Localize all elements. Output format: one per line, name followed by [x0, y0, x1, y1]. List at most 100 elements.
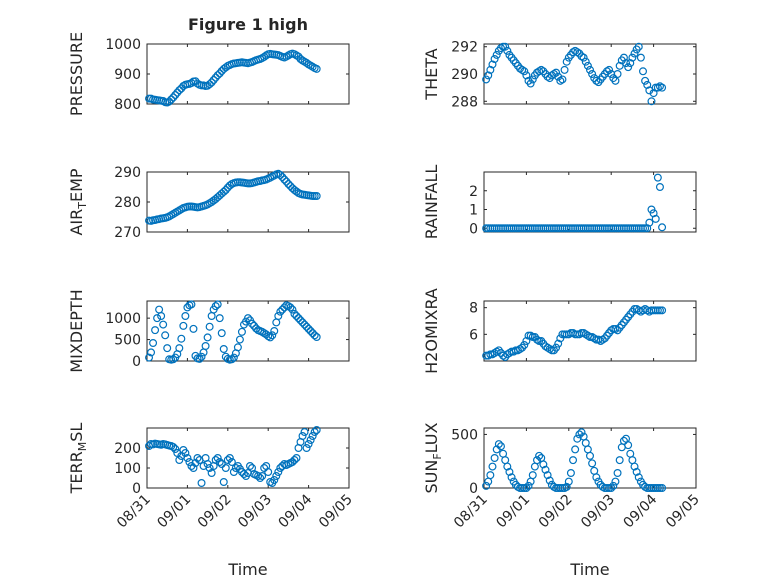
data-point	[215, 314, 224, 323]
data-series-mixdepth	[145, 300, 321, 364]
axes-frame	[146, 171, 350, 233]
data-point	[300, 428, 309, 437]
data-point	[181, 312, 190, 321]
y-tick-label: 1000	[105, 311, 141, 327]
subplot-pressure: 800 900 1000 PRESSURE Figure 1 high	[67, 15, 350, 116]
data-point	[260, 464, 269, 473]
data-point	[611, 477, 620, 486]
y-tick-label: 900	[114, 67, 141, 83]
data-point	[310, 331, 319, 340]
data-point	[179, 321, 188, 330]
data-point	[165, 97, 174, 106]
data-point	[560, 65, 569, 74]
data-point	[571, 445, 580, 454]
data-point	[175, 456, 184, 465]
data-point	[526, 331, 535, 340]
y-tick-label: 288	[451, 94, 478, 110]
data-point	[244, 314, 253, 323]
data-point	[522, 484, 531, 493]
data-point	[583, 61, 592, 70]
data-point	[193, 454, 202, 463]
y-tick-label: 290	[451, 67, 478, 83]
data-point	[225, 181, 234, 190]
data-point	[294, 314, 303, 323]
data-point	[649, 89, 658, 98]
data-point	[624, 63, 633, 72]
data-point	[244, 469, 253, 478]
data-point	[505, 467, 514, 476]
data-point	[655, 484, 664, 493]
data-point	[524, 481, 533, 490]
y-tick-label: 0	[132, 354, 141, 370]
axes-frame	[483, 427, 697, 489]
data-point	[626, 59, 635, 68]
data-point	[213, 454, 222, 463]
subplot-theta: 288 290 292 THETA	[422, 40, 697, 110]
data-point	[611, 76, 620, 85]
y-axis-label: THETA	[422, 48, 441, 100]
data-series-air_temp	[145, 169, 321, 225]
data-point	[306, 327, 315, 336]
data-point	[566, 469, 575, 478]
data-point	[292, 312, 301, 321]
data-point	[268, 331, 277, 340]
data-point	[221, 63, 230, 72]
data-point	[205, 322, 214, 331]
data-point	[619, 53, 628, 62]
data-point	[159, 320, 168, 329]
data-point	[306, 436, 315, 445]
data-point	[205, 80, 214, 89]
data-point	[175, 344, 184, 353]
data-series-rainfall	[482, 173, 667, 233]
data-point	[229, 353, 238, 362]
data-point	[211, 302, 220, 311]
y-tick-label: 280	[114, 195, 141, 211]
data-point	[598, 335, 607, 344]
data-point	[169, 443, 178, 452]
data-point	[585, 65, 594, 74]
data-point	[494, 440, 503, 449]
data-point	[562, 57, 571, 66]
data-point	[217, 460, 226, 469]
data-point	[624, 441, 633, 450]
data-point	[237, 327, 246, 336]
data-point	[655, 82, 664, 91]
data-point	[552, 343, 561, 352]
data-point	[634, 473, 643, 482]
data-point	[187, 300, 196, 309]
data-point	[209, 75, 218, 84]
data-point	[579, 329, 588, 338]
data-point	[607, 484, 616, 493]
data-point	[528, 471, 537, 480]
data-point	[518, 65, 527, 74]
data-point	[658, 306, 667, 315]
data-point	[274, 468, 283, 477]
data-point	[312, 192, 321, 201]
data-point	[653, 83, 662, 92]
data-point	[492, 50, 501, 59]
data-point	[528, 333, 537, 342]
data-point	[189, 464, 198, 473]
data-point	[592, 473, 601, 482]
data-point	[520, 67, 529, 76]
subplot-air_temp: 270 280 290 AIRTEMP	[67, 165, 350, 241]
data-point	[248, 319, 257, 328]
data-point	[183, 454, 192, 463]
data-point	[153, 314, 162, 323]
data-point	[290, 309, 299, 318]
data-point	[537, 65, 546, 74]
y-axis-label: RAINFALL	[422, 165, 441, 240]
data-point	[229, 468, 238, 477]
data-point	[195, 354, 204, 363]
data-point	[203, 333, 212, 342]
data-point	[520, 341, 529, 350]
y-tick-label: 1	[469, 203, 478, 219]
x-axis-label: Time	[569, 560, 609, 579]
data-point	[185, 458, 194, 467]
data-point	[169, 355, 178, 364]
data-point	[596, 337, 605, 346]
y-tick-label: 200	[114, 441, 141, 457]
data-point	[227, 355, 236, 364]
data-point	[312, 333, 321, 342]
subplot-rainfall: 0 1 2 RAINFALL	[422, 165, 697, 240]
